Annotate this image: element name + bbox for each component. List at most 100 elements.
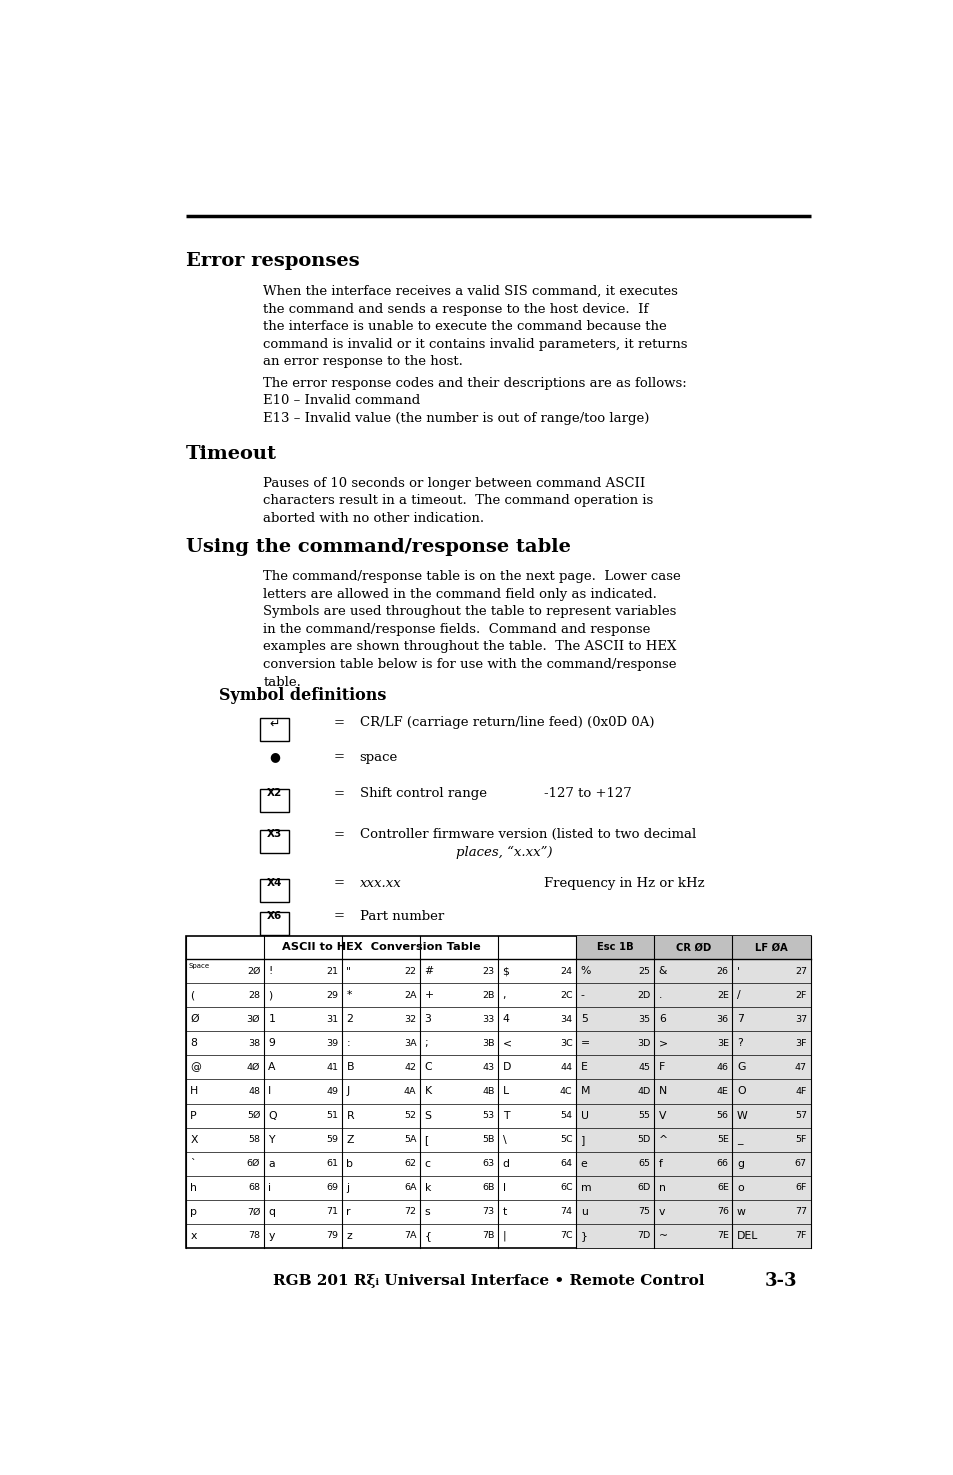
Text: DEL: DEL	[736, 1232, 758, 1240]
Text: 3D: 3D	[637, 1038, 650, 1047]
Text: 23: 23	[482, 966, 494, 975]
Text: E: E	[580, 1062, 587, 1072]
Text: Shift control range: Shift control range	[359, 786, 486, 799]
Text: 66: 66	[716, 1159, 728, 1168]
Bar	[732, 1103, 810, 1127]
Text: characters result in a timeout.  The command operation is: characters result in a timeout. The comm…	[263, 494, 653, 507]
Bar	[576, 1007, 654, 1031]
Text: 69: 69	[326, 1183, 338, 1192]
Text: the interface is unable to execute the command because the: the interface is unable to execute the c…	[263, 320, 666, 333]
Text: 76: 76	[716, 1208, 728, 1217]
Text: places, “x.xx”): places, “x.xx”)	[456, 845, 552, 858]
Bar	[732, 1224, 810, 1248]
Text: X2: X2	[267, 788, 282, 798]
Text: =: =	[580, 1038, 589, 1049]
Text: letters are allowed in the command field only as indicated.: letters are allowed in the command field…	[263, 587, 657, 600]
Text: ~: ~	[659, 1232, 667, 1240]
Text: =: =	[334, 786, 344, 799]
Text: %: %	[580, 966, 591, 976]
Text: M: M	[580, 1087, 590, 1096]
Text: 5: 5	[580, 1015, 587, 1024]
Text: C: C	[424, 1062, 432, 1072]
Text: 3C: 3C	[559, 1038, 572, 1047]
Text: =: =	[334, 876, 344, 889]
Text: 71: 71	[326, 1208, 338, 1217]
Text: 47: 47	[794, 1063, 806, 1072]
Text: 3B: 3B	[481, 1038, 494, 1047]
Text: F: F	[659, 1062, 664, 1072]
Text: ↵: ↵	[269, 718, 279, 730]
Text: 31: 31	[326, 1015, 338, 1024]
Bar	[654, 935, 732, 959]
Text: y: y	[268, 1232, 274, 1240]
Text: xxx.xx: xxx.xx	[359, 876, 401, 889]
Text: 39: 39	[326, 1038, 338, 1047]
Text: 1: 1	[268, 1015, 274, 1024]
Text: -: -	[580, 990, 584, 1000]
Bar	[654, 1007, 732, 1031]
Text: RGB 201 Rξᵢ Universal Interface • Remote Control: RGB 201 Rξᵢ Universal Interface • Remote…	[273, 1274, 704, 1288]
Text: The error response codes and their descriptions are as follows:: The error response codes and their descr…	[263, 378, 686, 389]
Text: 55: 55	[638, 1111, 650, 1120]
Bar	[654, 1127, 732, 1152]
Text: 43: 43	[482, 1063, 494, 1072]
Bar	[260, 789, 288, 811]
Text: 73: 73	[482, 1208, 494, 1217]
Text: a: a	[268, 1159, 274, 1168]
Text: 49: 49	[326, 1087, 338, 1096]
Text: 7: 7	[736, 1015, 743, 1024]
Text: 68: 68	[248, 1183, 260, 1192]
Text: T: T	[502, 1111, 509, 1121]
Text: 59: 59	[326, 1136, 338, 1145]
Bar	[260, 912, 288, 935]
Text: 2: 2	[346, 1015, 353, 1024]
Bar	[732, 1176, 810, 1199]
Text: O: O	[736, 1087, 744, 1096]
Text: 4Ø: 4Ø	[247, 1063, 260, 1072]
Text: 9: 9	[268, 1038, 274, 1049]
Text: L: L	[502, 1087, 508, 1096]
Bar	[576, 1176, 654, 1199]
Text: Symbols are used throughout the table to represent variables: Symbols are used throughout the table to…	[263, 605, 676, 618]
Text: 7E: 7E	[716, 1232, 728, 1240]
Bar	[654, 1103, 732, 1127]
Text: +: +	[424, 990, 434, 1000]
Bar	[732, 1152, 810, 1176]
Text: 7Ø: 7Ø	[247, 1208, 260, 1217]
Text: 4: 4	[502, 1015, 509, 1024]
Text: ^: ^	[659, 1134, 667, 1145]
Text: Symbol definitions: Symbol definitions	[219, 687, 386, 704]
Text: 25: 25	[638, 966, 650, 975]
Text: Part number: Part number	[359, 910, 443, 922]
Text: 56: 56	[716, 1111, 728, 1120]
Text: 4E: 4E	[716, 1087, 728, 1096]
Bar	[654, 1080, 732, 1103]
Text: 74: 74	[560, 1208, 572, 1217]
Text: {: {	[424, 1232, 431, 1240]
Text: P: P	[190, 1111, 196, 1121]
Text: 41: 41	[326, 1063, 338, 1072]
Text: 67: 67	[794, 1159, 806, 1168]
Text: ASCII to HEX  Conversion Table: ASCII to HEX Conversion Table	[281, 943, 480, 953]
Text: Q: Q	[268, 1111, 276, 1121]
Text: 33: 33	[481, 1015, 494, 1024]
Text: #: #	[424, 966, 434, 976]
Text: 72: 72	[404, 1208, 416, 1217]
Text: 4D: 4D	[637, 1087, 650, 1096]
Text: 64: 64	[560, 1159, 572, 1168]
Bar	[576, 1224, 654, 1248]
Text: Error responses: Error responses	[186, 252, 359, 270]
Bar	[260, 879, 288, 901]
Text: 5Ø: 5Ø	[247, 1111, 260, 1120]
Text: 3F: 3F	[795, 1038, 806, 1047]
Bar	[576, 1127, 654, 1152]
Bar	[576, 1103, 654, 1127]
Text: 27: 27	[794, 966, 806, 975]
Text: 4F: 4F	[795, 1087, 806, 1096]
Text: A: A	[268, 1062, 275, 1072]
Bar	[576, 1080, 654, 1103]
Text: ]: ]	[580, 1134, 584, 1145]
Text: 37: 37	[794, 1015, 806, 1024]
Text: 5D: 5D	[637, 1136, 650, 1145]
Text: 42: 42	[404, 1063, 416, 1072]
